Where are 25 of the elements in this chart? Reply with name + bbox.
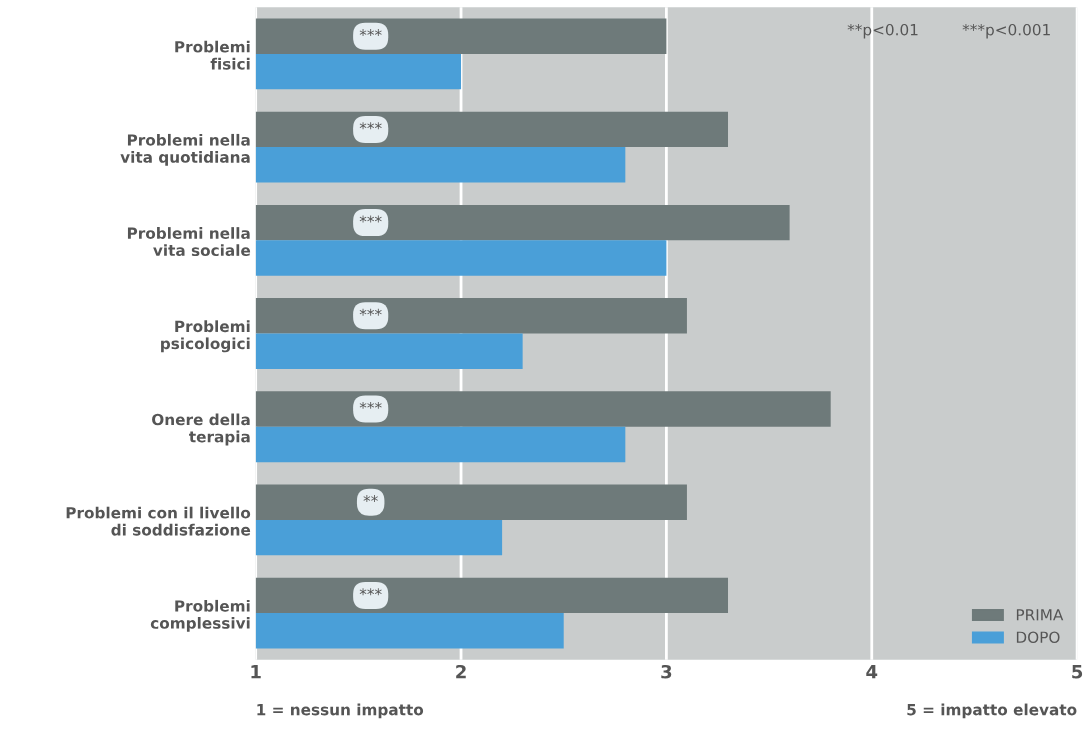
y-tick-label: Problemi psicologici: [161, 320, 250, 353]
y-tick-label: Problemi fisici: [175, 40, 250, 70]
annotation: **p<0.01: [847, 23, 918, 39]
x-tick-label: 5: [1072, 665, 1083, 679]
y-tick-label: Problemi con il livello di soddisfazione: [66, 506, 251, 536]
x-tick-label: 4: [866, 665, 878, 679]
annotation: ***p<0.001: [962, 23, 1050, 39]
x-tick-label: 1: [251, 665, 261, 679]
legend-label: PRIMA: [1016, 609, 1064, 621]
text: 1 = nessun impatto: [257, 703, 424, 719]
y-tick-label: Problemi nella vita sociale: [127, 227, 251, 257]
annotation: ***: [359, 588, 382, 596]
y-tick-label: Problemi nella vita quotidiana: [120, 133, 250, 166]
annotation: ***: [359, 122, 382, 130]
annotation: ***: [359, 401, 382, 409]
x-tick-label: 3: [661, 664, 672, 679]
text: 5 = impatto elevato: [907, 703, 1077, 719]
y-tick-label: Onere della terapia: [152, 413, 250, 446]
y-tick-label: Problemi complessivi: [150, 599, 250, 632]
annotation: ***: [359, 215, 382, 223]
legend-label: DOPO: [1016, 631, 1060, 643]
annotation: ***: [359, 308, 382, 316]
annotation: ***: [359, 29, 382, 37]
x-tick-label: 2: [456, 664, 466, 679]
annotation: **: [363, 495, 378, 503]
